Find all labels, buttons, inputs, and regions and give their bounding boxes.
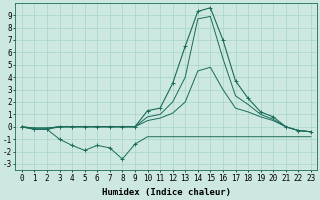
X-axis label: Humidex (Indice chaleur): Humidex (Indice chaleur) bbox=[102, 188, 231, 197]
